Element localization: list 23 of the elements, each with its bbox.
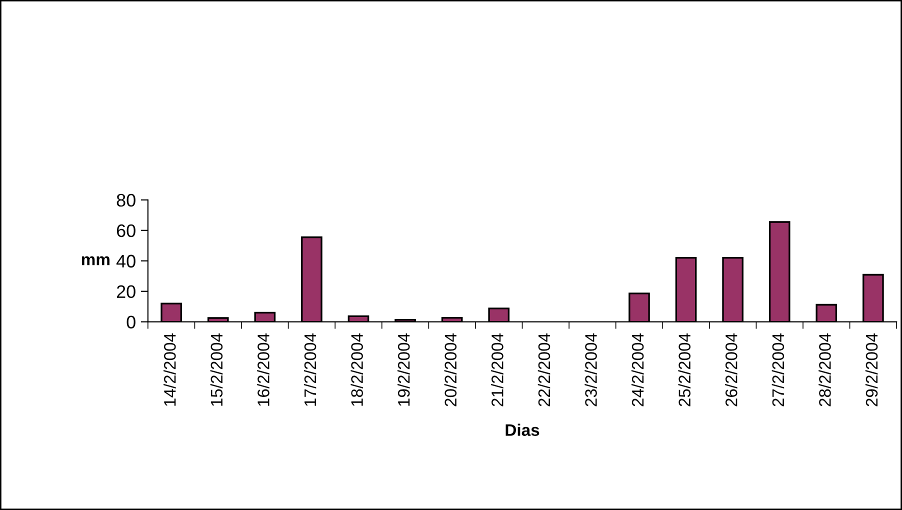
x-tick-label: 14/2/2004 — [164, 333, 176, 406]
x-tick-label: 16/2/2004 — [257, 333, 270, 406]
x-tick-label: 24/2/2004 — [631, 333, 644, 406]
x-tick-label: 15/2/2004 — [210, 333, 223, 406]
x-tick-label: 22/2/2004 — [538, 333, 550, 406]
x-tick-label: 17/2/2004 — [304, 333, 316, 406]
x-axis-title: Dias — [506, 424, 540, 436]
x-tick-label: 21/2/2004 — [491, 333, 504, 406]
y-tick-label: 20 — [116, 285, 136, 298]
x-tick-label: 26/2/2004 — [725, 333, 738, 406]
x-tick-label: 18/2/2004 — [350, 333, 363, 406]
x-tick-label: 25/2/2004 — [678, 333, 690, 406]
y-tick-label: 60 — [116, 224, 136, 238]
y-tick-label: 0 — [126, 316, 136, 329]
y-tick-label: 40 — [116, 254, 136, 268]
y-axis-title: mm — [82, 256, 110, 266]
x-tick-label: 20/2/2004 — [444, 333, 457, 406]
x-tick-label: 29/2/2004 — [865, 333, 878, 406]
x-tick-label: 27/2/2004 — [772, 333, 784, 406]
x-tick-label: 19/2/2004 — [398, 333, 410, 406]
y-tick-label: 80 — [116, 194, 136, 207]
x-tick-label: 28/2/2004 — [818, 333, 831, 406]
x-tick-label: 23/2/2004 — [584, 333, 597, 406]
